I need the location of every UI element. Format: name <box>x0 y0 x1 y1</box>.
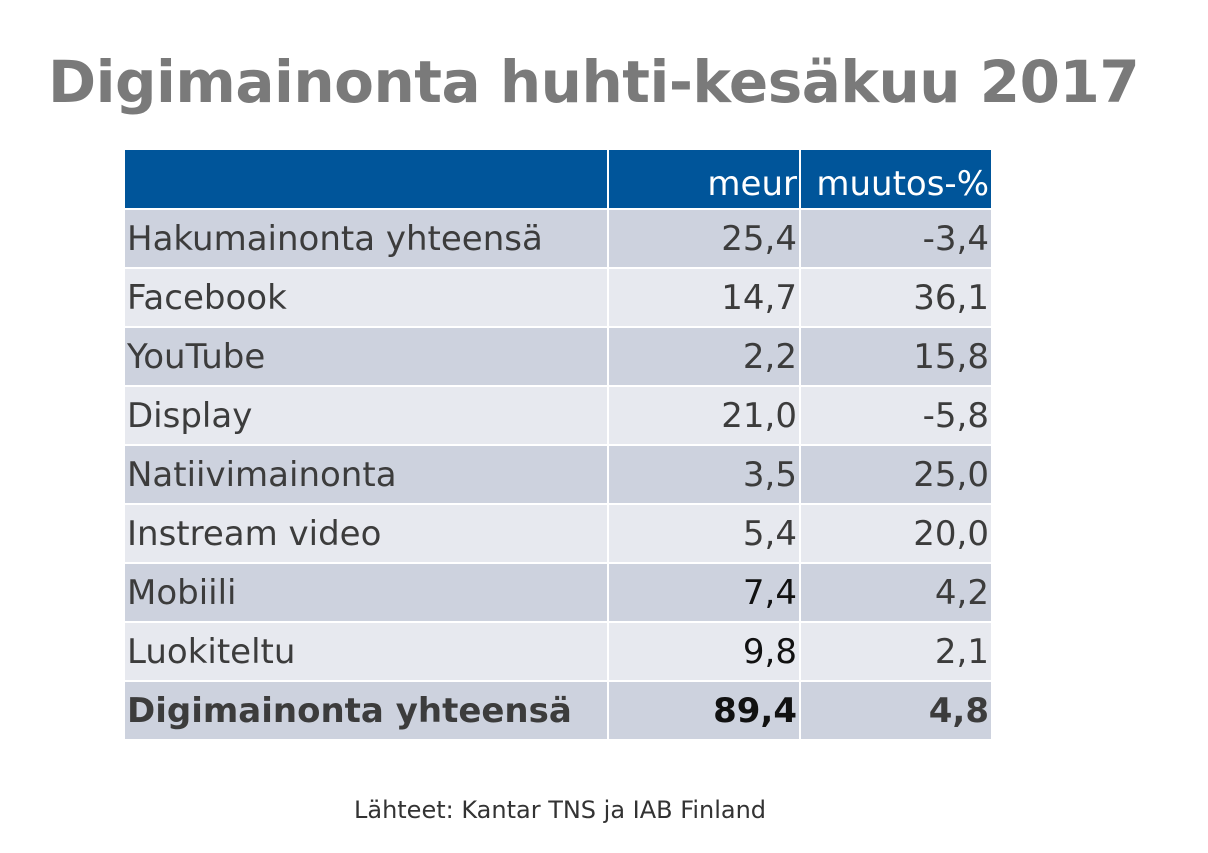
row-change: 15,8 <box>801 328 991 387</box>
table-row: Display 21,0 -5,8 <box>125 387 991 446</box>
total-meur: 89,4 <box>609 682 801 741</box>
table-total-row: Digimainonta yhteensä 89,4 4,8 <box>125 682 991 741</box>
table-row: Instream video 5,4 20,0 <box>125 505 991 564</box>
row-change: 2,1 <box>801 623 991 682</box>
table-row: Mobiili 7,4 4,2 <box>125 564 991 623</box>
row-meur: 7,4 <box>609 564 801 623</box>
header-change: muutos-% <box>801 150 991 210</box>
row-label: Instream video <box>125 505 609 564</box>
table-row: Natiivimainonta 3,5 25,0 <box>125 446 991 505</box>
row-meur: 21,0 <box>609 387 801 446</box>
page-title: Digimainonta huhti-kesäkuu 2017 <box>48 48 1140 116</box>
total-label: Digimainonta yhteensä <box>125 682 609 741</box>
row-label: Facebook <box>125 269 609 328</box>
total-change: 4,8 <box>801 682 991 741</box>
row-meur: 14,7 <box>609 269 801 328</box>
row-meur: 9,8 <box>609 623 801 682</box>
row-change: 36,1 <box>801 269 991 328</box>
row-label: Natiivimainonta <box>125 446 609 505</box>
row-label: Display <box>125 387 609 446</box>
table-row: Hakumainonta yhteensä 25,4 -3,4 <box>125 210 991 269</box>
row-label: Mobiili <box>125 564 609 623</box>
row-change: -5,8 <box>801 387 991 446</box>
ad-spend-table: meur muutos-% Hakumainonta yhteensä 25,4… <box>125 150 991 741</box>
row-label: Luokiteltu <box>125 623 609 682</box>
row-change: 4,2 <box>801 564 991 623</box>
row-meur: 3,5 <box>609 446 801 505</box>
header-label <box>125 150 609 210</box>
table-row: Luokiteltu 9,8 2,1 <box>125 623 991 682</box>
table-row: YouTube 2,2 15,8 <box>125 328 991 387</box>
table-header-row: meur muutos-% <box>125 150 991 210</box>
table-row: Facebook 14,7 36,1 <box>125 269 991 328</box>
row-change: 20,0 <box>801 505 991 564</box>
source-note: Lähteet: Kantar TNS ja IAB Finland <box>353 796 767 824</box>
row-label: YouTube <box>125 328 609 387</box>
header-meur: meur <box>609 150 801 210</box>
row-meur: 2,2 <box>609 328 801 387</box>
row-meur: 25,4 <box>609 210 801 269</box>
row-meur: 5,4 <box>609 505 801 564</box>
row-label: Hakumainonta yhteensä <box>125 210 609 269</box>
row-change: -3,4 <box>801 210 991 269</box>
row-change: 25,0 <box>801 446 991 505</box>
